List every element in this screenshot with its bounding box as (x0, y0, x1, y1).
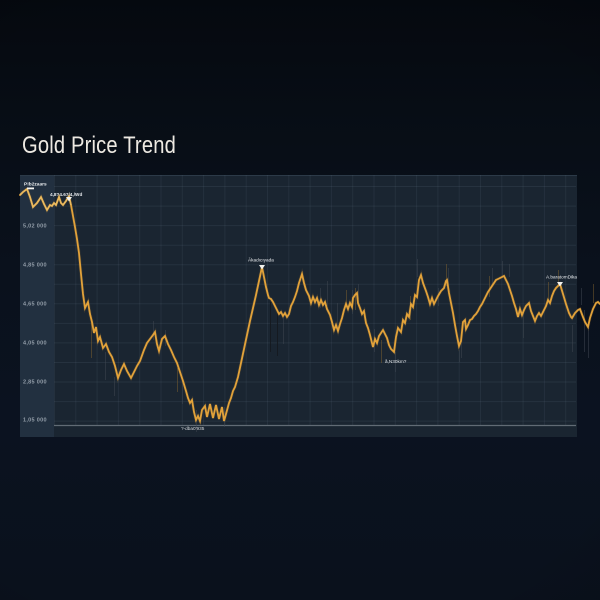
svg-text:2,85 000: 2,85 000 (23, 380, 47, 386)
svg-text:Äkadıcıyada: Äkadıcıyada (248, 257, 274, 263)
svg-text:5,02 000: 5,02 000 (23, 224, 47, 230)
svg-text:4,85 000: 4,85 000 (23, 263, 47, 269)
svg-text:1,05 000: 1,05 000 (23, 418, 47, 424)
svg-text:P!b2zaars: P!b2zaars (24, 182, 47, 188)
svg-text:4,05 000: 4,05 000 (23, 341, 47, 347)
svg-text:A.baratomDika: A.baratomDika (546, 275, 577, 280)
svg-text:å,N30km?: å,N30km? (385, 358, 407, 364)
svg-text:4,8?4.67/4,/Wd: 4,8?4.67/4,/Wd (50, 192, 82, 197)
svg-text:4,65 000: 4,65 000 (23, 302, 47, 308)
svg-text:?-dba0'935: ?-dba0'935 (181, 426, 205, 431)
